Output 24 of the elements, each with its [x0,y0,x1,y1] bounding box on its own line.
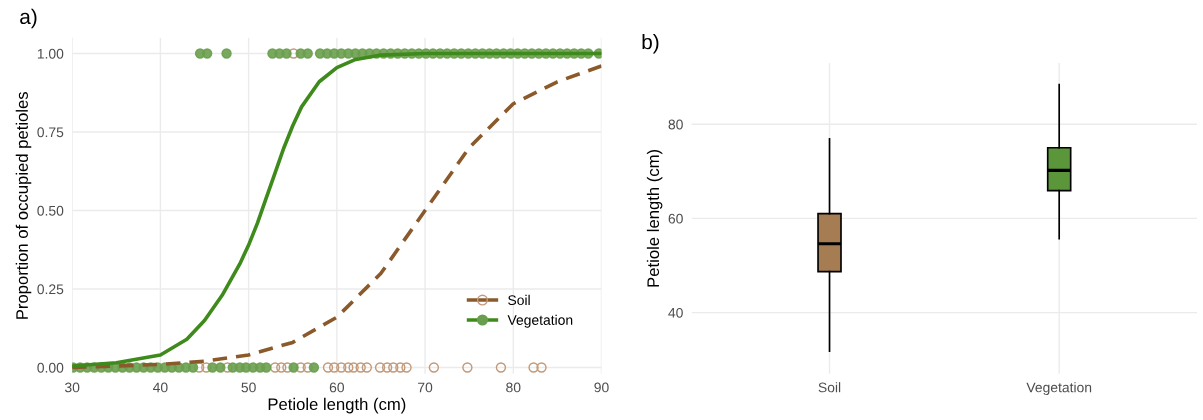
chart-title: b) [642,34,659,54]
legend-label: Vegetation [507,314,573,328]
x-tick-label: Vegetation [1026,382,1092,396]
x-tick-label: 40 [153,382,168,393]
x-tick-label: Soil [818,382,841,393]
y-tick-label: 0.50 [37,205,64,216]
x-tick-label: 30 [64,382,80,393]
y-tick-label: 1.00 [37,48,64,59]
x-tick-label: 90 [594,382,609,393]
x-tick-label: 80 [506,382,521,393]
x-tick-label: 50 [241,382,256,393]
chart-title: a) [20,8,37,29]
y-tick-label: 40 [668,307,683,318]
y-tick-label: 60 [668,213,683,224]
x-axis-title: Petiole length (cm) [268,397,406,414]
y-tick-label: 80 [668,119,683,130]
y-tick-label: 0.75 [37,127,64,138]
y-axis-title: Proportion of occupied petioles [15,91,32,319]
y-tick-label: 0.25 [37,284,64,295]
legend-label: Soil [508,294,530,306]
y-axis-title: Petiole length (cm) [646,149,663,287]
x-tick-label: 60 [329,382,345,393]
y-tick-label: 0.00 [37,362,64,373]
x-tick-label: 70 [418,382,433,393]
